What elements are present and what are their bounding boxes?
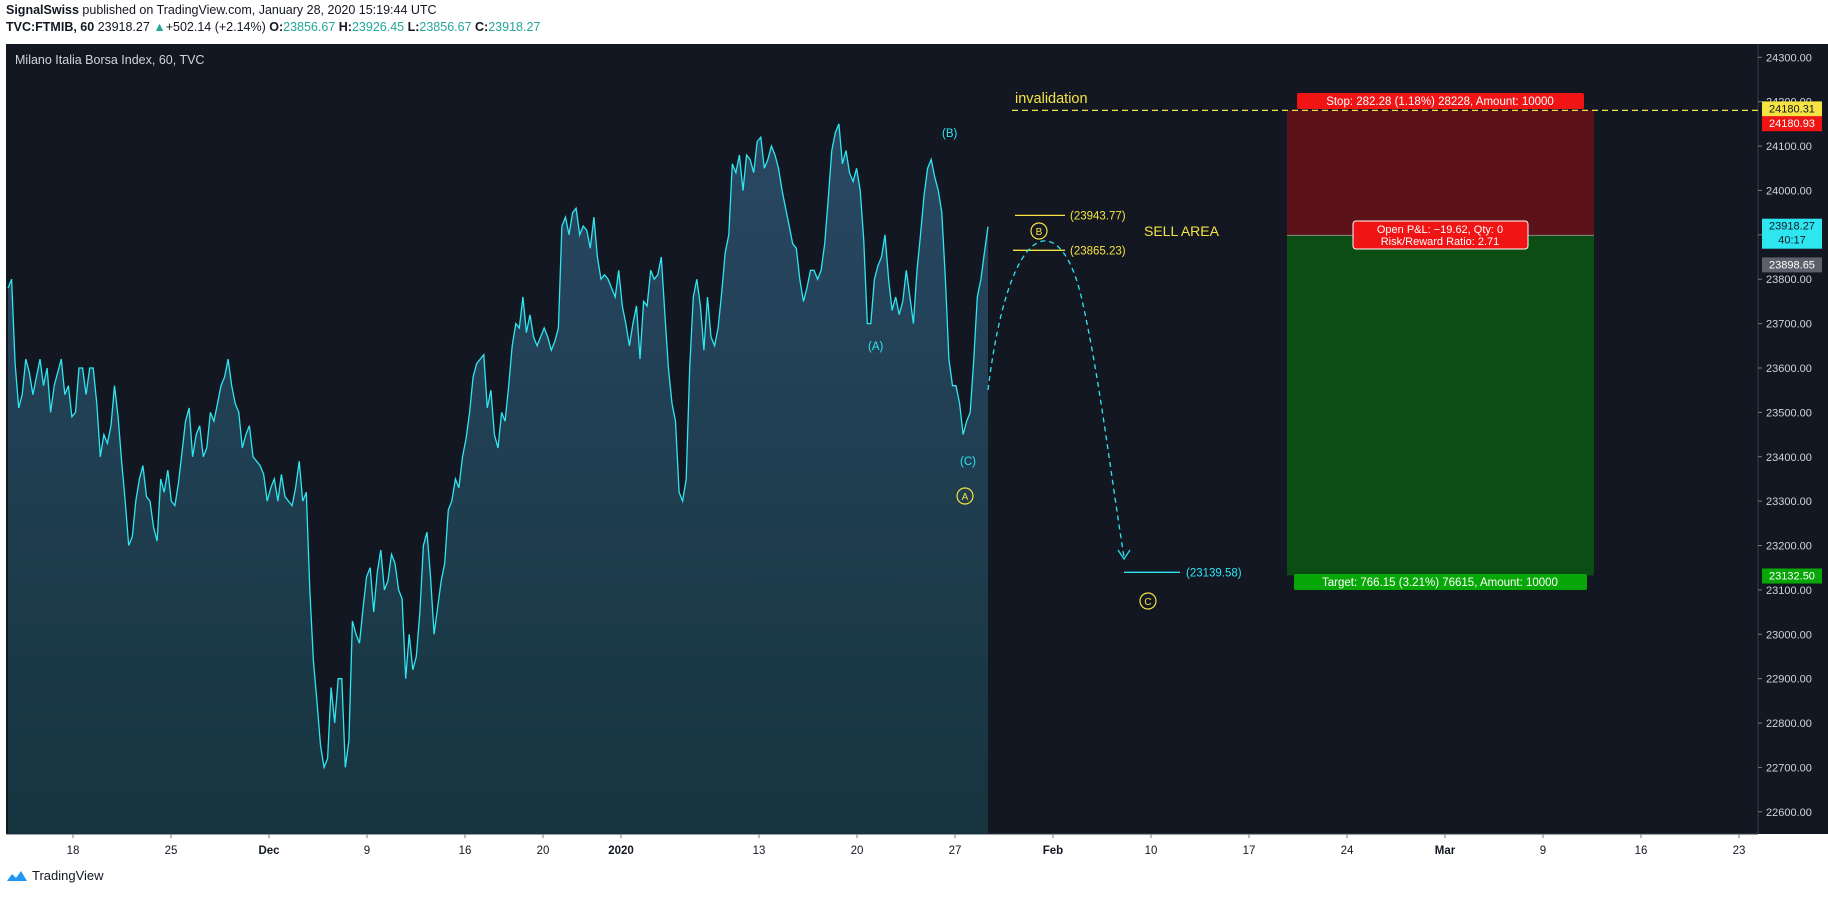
level-label-low: (23865.23) [1070, 245, 1126, 257]
x-tick-label: 20 [851, 845, 864, 857]
risk-reward-label: Risk/Reward Ratio: 2.71 [1381, 236, 1500, 248]
ohlc-line: TVC:FTMIB, 60 23918.27 ▲+502.14 (+2.14%)… [6, 20, 540, 35]
x-tick-label: 9 [1540, 845, 1546, 857]
high-label: H: [338, 20, 352, 34]
close-label: C: [475, 20, 489, 34]
last-price-badge [1762, 218, 1822, 249]
x-tick-label: 10 [1145, 845, 1158, 857]
x-tick-label: 25 [165, 845, 178, 857]
x-tick-label: 9 [364, 845, 370, 857]
open-label: O: [269, 20, 284, 34]
wave-label-b: (B) [942, 128, 958, 140]
target-price-badge [1762, 568, 1822, 584]
x-tick-label: 27 [949, 845, 962, 857]
x-tick-label: Dec [258, 845, 280, 857]
svg-text:40:17: 40:17 [1778, 235, 1806, 247]
stop-price-badge [1762, 116, 1822, 132]
y-tick-label: 23100.00 [1766, 585, 1812, 597]
low-value: 23856.67 [419, 20, 472, 34]
x-tick-label: 18 [67, 845, 80, 857]
stop-loss-zone[interactable] [1287, 110, 1594, 236]
svg-text:23918.27: 23918.27 [1769, 221, 1815, 233]
price-badges: 24180.31 24180.93 23918.27 40:17 23898.6… [1762, 101, 1822, 584]
brand-name[interactable]: TradingView [32, 868, 104, 883]
x-tick-label: 17 [1243, 845, 1256, 857]
y-tick-label: 22700.00 [1766, 762, 1812, 774]
wave-circle-c: C [1139, 592, 1157, 610]
x-tick-label: 16 [1635, 845, 1648, 857]
y-tick-label: 24100.00 [1766, 141, 1812, 153]
wave-label-c: (C) [960, 456, 976, 468]
invalidation-price-badge [1762, 101, 1822, 117]
svg-text:A: A [962, 492, 969, 503]
y-tick-label: 22600.00 [1766, 807, 1812, 819]
wave-circle-a: A [956, 487, 974, 505]
svg-text:23898.65: 23898.65 [1769, 259, 1815, 271]
sell-area-label: SELL AREA [1144, 223, 1220, 239]
x-tick-label: Mar [1435, 845, 1456, 857]
y-tick-label: 23000.00 [1766, 629, 1812, 641]
high-value: 23926.45 [351, 20, 405, 34]
svg-text:24180.31: 24180.31 [1769, 103, 1815, 115]
pnl-label: Open P&L: −19.62, Qty: 0 [1377, 224, 1503, 236]
x-tick-label: 16 [459, 845, 472, 857]
y-tick-label: 23200.00 [1766, 541, 1812, 553]
y-tick-label: 22800.00 [1766, 718, 1812, 730]
y-tick-label: 24000.00 [1766, 185, 1812, 197]
y-tick-label: 23300.00 [1766, 496, 1812, 508]
entry-price-badge [1762, 257, 1822, 273]
close-value: 23918.27 [488, 20, 541, 34]
wave-label-a: (A) [868, 341, 884, 353]
svg-text:B: B [1036, 227, 1043, 238]
y-tick-label: 23800.00 [1766, 274, 1812, 286]
pnl-box [1352, 220, 1529, 250]
low-label: L: [407, 20, 420, 34]
x-tick-label: 2020 [608, 845, 634, 857]
y-axis-ticks: 22600.00 22700.00 22800.00 22900.00 23000.00… [1758, 52, 1812, 819]
x-tick-label: 24 [1341, 845, 1354, 857]
x-tick-label: 20 [537, 845, 550, 857]
open-value: 23856.67 [283, 20, 336, 34]
x-tick-label: 23 [1733, 845, 1746, 857]
svg-text:24180.93: 24180.93 [1769, 118, 1815, 130]
publish-line: SignalSwiss published on TradingView.com… [6, 3, 540, 18]
projection-arrow-icon [1117, 549, 1131, 561]
x-axis-ticks: 18 25 Dec 9 16 20 2020 13 20 27 Feb 10 17 24 Mar 9 16 23 [67, 834, 1746, 857]
last-price: 23918.27 [97, 20, 150, 34]
y-tick-label: 23600.00 [1766, 363, 1812, 375]
publish-info: published on TradingView.com, January 28… [78, 3, 437, 17]
target-label: Target: 766.15 (3.21%) 76615, Amount: 10… [1322, 577, 1558, 589]
price-line[interactable] [7, 123, 989, 770]
stop-label: Stop: 282.28 (1.18%) 28228, Amount: 1000… [1326, 96, 1554, 108]
svg-text:C: C [1144, 597, 1151, 608]
y-tick-label: 23400.00 [1766, 452, 1812, 464]
profit-target-zone[interactable] [1287, 235, 1594, 576]
author[interactable]: SignalSwiss [6, 3, 79, 17]
wave-circle-b: B [1030, 222, 1048, 240]
price-area [8, 123, 988, 834]
y-tick-label: 24300.00 [1766, 52, 1812, 64]
y-tick-label: 22900.00 [1766, 674, 1812, 686]
level-label-high: (23943.77) [1070, 210, 1126, 222]
price-change: +502.14 (+2.14%) [165, 20, 266, 34]
chart-header: SignalSwiss published on TradingView.com… [6, 3, 540, 35]
x-tick-label: 13 [753, 845, 766, 857]
svg-text:23132.50: 23132.50 [1769, 571, 1815, 583]
y-tick-label: 23500.00 [1766, 407, 1812, 419]
target-label-box [1294, 574, 1587, 590]
target-level-label: (23139.58) [1186, 567, 1242, 579]
y-tick-label: 23700.00 [1766, 319, 1812, 331]
up-arrow-icon: ▲ [153, 20, 166, 34]
projection-path [987, 240, 1125, 558]
symbol[interactable]: TVC:FTMIB, 60 [6, 20, 95, 34]
chart-title: Milano Italia Borsa Index, 60, TVC [15, 53, 204, 67]
invalidation-label: invalidation [1015, 91, 1088, 107]
footer: TradingView [6, 868, 104, 883]
tradingview-logo-icon [7, 870, 27, 881]
stop-label-box [1297, 93, 1584, 109]
price-axis[interactable] [1758, 44, 1828, 834]
x-tick-label: Feb [1043, 845, 1063, 857]
